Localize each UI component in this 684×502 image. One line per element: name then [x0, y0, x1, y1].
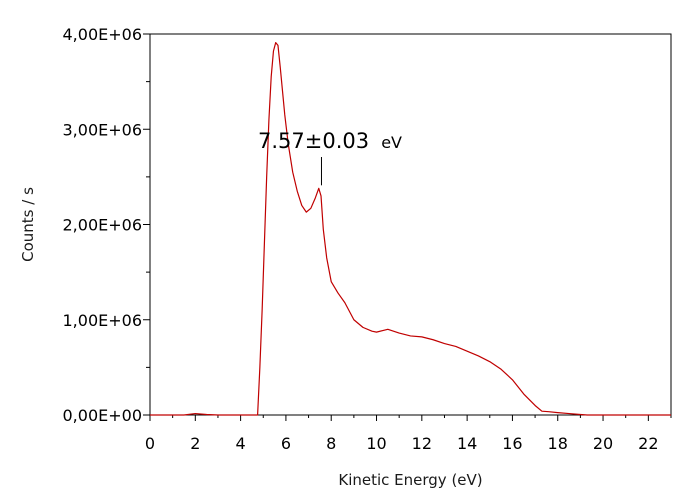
peak-annotation-unit: eV	[381, 133, 402, 152]
peak-annotation-value: 7.57±0.03	[258, 129, 369, 153]
x-tick-label: 18	[548, 434, 568, 453]
x-tick-label: 16	[502, 434, 522, 453]
peak-annotation-label: 7.57±0.03 eV	[258, 129, 402, 153]
x-tick-label: 2	[190, 434, 200, 453]
x-tick-label: 20	[593, 434, 613, 453]
x-tick-label: 10	[366, 434, 386, 453]
axis-tick-labels: 0 2 4 6 8 10 12 14 16 18 20 22 0,00E+00 1,00E+06 2,00E…	[63, 25, 659, 453]
x-tick-label: 6	[281, 434, 291, 453]
y-tick-label: 0,00E+00	[63, 406, 143, 425]
x-tick-label: 14	[457, 434, 477, 453]
x-tick-label: 22	[638, 434, 658, 453]
y-tick-label: 1,00E+06	[63, 311, 143, 330]
x-tick-label: 12	[412, 434, 432, 453]
x-axis-title: Kinetic Energy (eV)	[338, 471, 482, 489]
y-tick-label: 2,00E+06	[63, 216, 143, 235]
x-tick-label: 0	[145, 434, 155, 453]
y-axis-title: Counts / s	[19, 187, 37, 262]
x-tick-label: 8	[326, 434, 336, 453]
y-tick-label: 3,00E+06	[63, 120, 143, 139]
axis-ticks	[143, 33, 672, 421]
x-tick-label: 4	[236, 434, 246, 453]
y-tick-label: 4,00E+06	[63, 25, 143, 44]
spectrum-line	[150, 41, 671, 416]
plot-frame	[149, 33, 672, 416]
